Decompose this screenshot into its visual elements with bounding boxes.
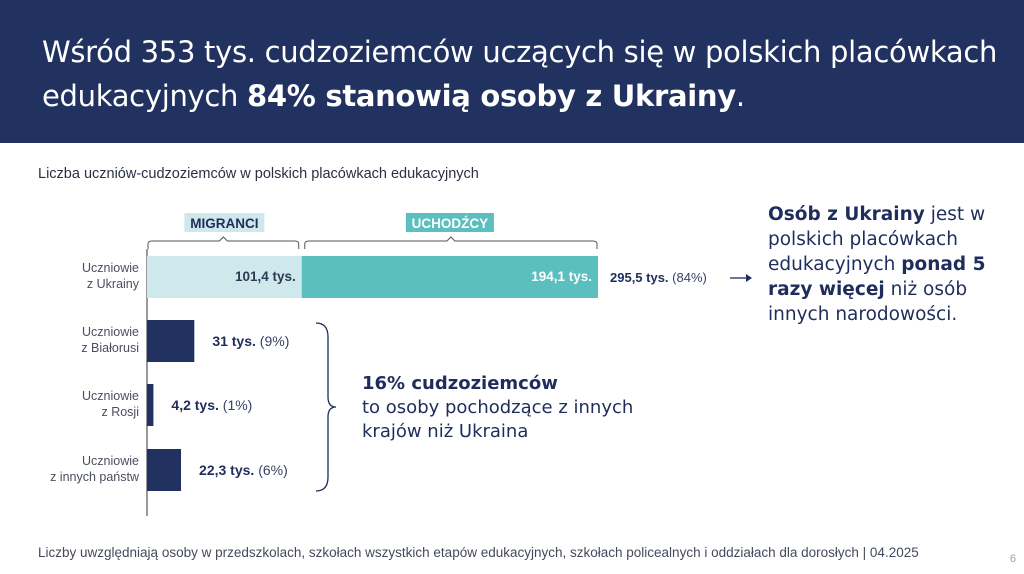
total-value-label: 295,5 tys. (84%) xyxy=(610,270,707,285)
group-label-bg xyxy=(184,213,265,232)
category-label-line1: Uczniowie xyxy=(82,454,139,468)
bracket-uchodzcy xyxy=(304,236,598,249)
mid-note-text: to osoby pochodzące z innych krajów niż … xyxy=(362,397,634,442)
bracket-migranci xyxy=(147,236,300,249)
group-label-uchodzcy: UCHODŹCY xyxy=(412,216,489,231)
category-label-line1: Uczniowie xyxy=(82,389,139,403)
bar-value-label: 101,4 tys. xyxy=(235,269,296,284)
other-countries-note: 16% cudzoziemców to osoby pochodzące z i… xyxy=(362,372,662,444)
category-label-line2: z Rosji xyxy=(101,405,139,419)
side-note-text1: jest w polskich placówkach edukacyjnych xyxy=(768,204,986,275)
category-label-line1: Uczniowie xyxy=(82,261,139,275)
side-note-bold1: Osób z Ukrainy xyxy=(768,204,925,225)
total-value-label: 22,3 tys. (6%) xyxy=(199,462,288,478)
chart-title: Liczba uczniów-cudzoziemców w polskich p… xyxy=(38,166,479,182)
ukraine-note: Osób z Ukrainy jest w polskich placówkac… xyxy=(768,202,1008,327)
total-value-label: 31 tys. (9%) xyxy=(212,333,289,349)
bar-segment xyxy=(147,384,154,426)
total-value: 4,2 tys. xyxy=(171,397,222,413)
group-label-migranci: MIGRANCI xyxy=(190,216,258,231)
page-number: 6 xyxy=(1009,553,1016,565)
bar-segment xyxy=(147,449,182,491)
category-label-line2: z Białorusi xyxy=(81,341,139,355)
group-label-bg xyxy=(405,213,494,232)
bar-segment xyxy=(147,256,302,298)
category-label-line1: Uczniowie xyxy=(82,325,139,339)
title-text: Wśród 353 tys. cudzoziemców uczących się… xyxy=(42,35,998,113)
title-end: . xyxy=(735,79,745,113)
total-value-label: 4,2 tys. (1%) xyxy=(171,397,252,413)
header-banner: Wśród 353 tys. cudzoziemców uczących się… xyxy=(0,0,1024,143)
bar-segment xyxy=(147,320,195,362)
footnote: Liczby uwzględniają osoby w przedszkolac… xyxy=(38,545,919,560)
mid-note-bold: 16% cudzoziemców xyxy=(362,373,558,394)
page-title: Wśród 353 tys. cudzoziemców uczących się… xyxy=(42,30,1002,118)
category-label-line2: z innych państw xyxy=(50,470,140,484)
total-value: 295,5 tys. xyxy=(610,270,672,285)
share-value: (84%) xyxy=(672,270,707,285)
share-value: (6%) xyxy=(258,462,288,478)
side-note-bold2: ponad 5 razy więcej xyxy=(768,254,986,300)
bar-value-label: 194,1 tys. xyxy=(531,269,592,284)
arrow-head-icon xyxy=(746,274,752,282)
title-bold-text: 84% stanowią osoby z Ukrainy xyxy=(247,79,736,113)
share-value: (9%) xyxy=(260,333,290,349)
share-value: (1%) xyxy=(223,397,253,413)
bar-segment xyxy=(301,256,598,298)
category-label-line2: z Ukrainy xyxy=(87,277,140,291)
total-value: 31 tys. xyxy=(212,333,259,349)
curly-brace xyxy=(315,322,337,492)
total-value: 22,3 tys. xyxy=(199,462,258,478)
side-note-text2: niż osób innych narodowości. xyxy=(768,279,968,325)
